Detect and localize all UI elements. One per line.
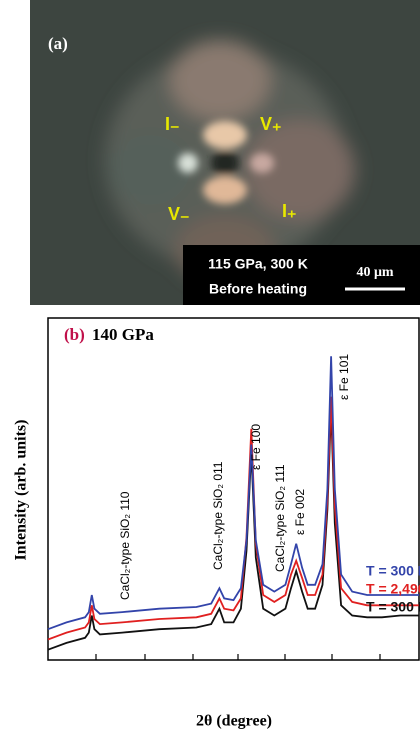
legend-label: T = 300 K — [366, 599, 420, 615]
panel-label: (b) — [64, 325, 85, 344]
x-ticks — [96, 654, 380, 660]
info-text: Before heating — [209, 281, 307, 297]
electrode-label: V₊ — [260, 114, 282, 134]
electrode-label: V₋ — [168, 204, 190, 224]
electrode-label: I₊ — [282, 201, 297, 221]
y-axis-label: Intensity (arb. units) — [13, 420, 30, 561]
peak-label: ε Fe 101 — [337, 354, 351, 400]
peak-label: ε Fe 002 — [293, 489, 307, 535]
x-axis-label: 2θ (degree) — [196, 713, 272, 730]
legend-label: T = 300 K — [366, 563, 420, 579]
photo-panel: (a) I₋ V₊ V₋ I₊ 115 GPa, 300 K Before he… — [30, 0, 420, 305]
info-text: 115 GPa, 300 K — [208, 256, 308, 272]
figure: (a) I₋ V₊ V₋ I₊ 115 GPa, 300 K Before he… — [0, 0, 420, 744]
chart: (b) 140 GPa 2θ (degree) Intensity (arb. … — [13, 318, 420, 730]
peak-label: CaCl₂-type SiO₂ 111 — [273, 464, 287, 572]
scale-label: 40 μm — [356, 265, 393, 280]
series-line — [48, 397, 419, 640]
panel-label: (a) — [48, 34, 68, 53]
peak-label: ε Fe 100 — [249, 424, 263, 470]
series-line — [48, 356, 419, 629]
peak-label: CaCl₂-type SiO₂ 110 — [118, 491, 132, 600]
legend-label: T = 2,490K — [366, 581, 420, 597]
electrode-label: I₋ — [165, 114, 180, 134]
peak-label: CaCl₂-type SiO₂ 011 — [211, 461, 225, 570]
chart-title: 140 GPa — [92, 325, 154, 344]
